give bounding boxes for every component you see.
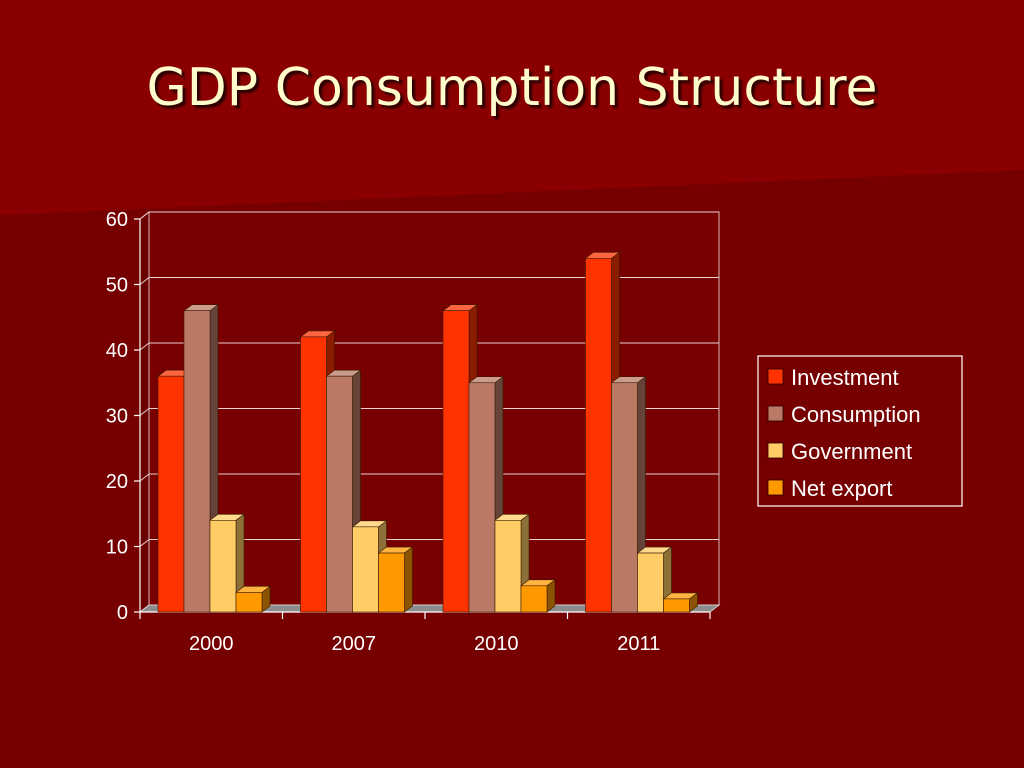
slide-title: GDP Consumption Structure: [146, 58, 878, 118]
legend-swatch: [767, 405, 784, 422]
legend-label: Net export: [791, 476, 893, 501]
bar-front: [183, 310, 211, 613]
y-tick-label: 60: [106, 209, 128, 231]
x-tick-label: 2007: [332, 633, 377, 655]
y-tick-label: 0: [117, 602, 128, 624]
bar-front: [326, 375, 353, 613]
bar-front: [585, 257, 612, 613]
y-tick-label: 30: [106, 406, 128, 428]
bar-front: [494, 519, 522, 613]
legend: Investment Consumption Government Net expor…: [757, 355, 963, 507]
x-tick-label: 2010: [474, 633, 519, 655]
bar: [636, 546, 673, 613]
bar-front: [352, 526, 379, 613]
bar-front: [663, 598, 690, 613]
legend-swatch: [767, 368, 784, 385]
bar-front: [235, 592, 263, 613]
gridline: [139, 408, 719, 416]
legend-label: Consumption: [791, 402, 921, 427]
y-axis: 0 10 20 30 40 50 60: [106, 209, 141, 624]
legend-label: Investment: [791, 365, 899, 390]
x-tick-label: 2000: [189, 633, 234, 655]
legend-swatch: [767, 442, 784, 459]
legend-label: Government: [791, 439, 912, 464]
title-band: [0, 0, 1024, 215]
bar-front: [300, 336, 327, 613]
bar-front: [637, 552, 664, 613]
bar-front: [520, 585, 548, 613]
legend-box: [757, 355, 963, 507]
bar-front: [442, 310, 470, 613]
bar-front: [157, 375, 185, 613]
x-tick-label: 2011: [617, 633, 660, 655]
bar: [662, 592, 699, 613]
gridline: [139, 342, 719, 351]
bar: [235, 585, 271, 613]
bar: [520, 579, 556, 613]
y-tick-label: 10: [106, 537, 128, 559]
bar-front: [378, 552, 405, 613]
gridline: [139, 473, 719, 482]
bar-front: [209, 519, 237, 613]
bar-side: [404, 546, 413, 613]
gridline: [139, 277, 719, 285]
gridline: [139, 211, 719, 220]
x-axis: 2000 2007 2010 2011: [139, 611, 711, 655]
y-tick-label: 50: [106, 275, 128, 297]
y-tick-label: 20: [106, 471, 128, 493]
legend-swatch: [767, 479, 784, 496]
bar-front: [611, 382, 638, 613]
bar: [377, 546, 414, 613]
bar-front: [468, 382, 496, 613]
bars: [157, 251, 699, 613]
y-tick-label: 40: [106, 340, 128, 362]
